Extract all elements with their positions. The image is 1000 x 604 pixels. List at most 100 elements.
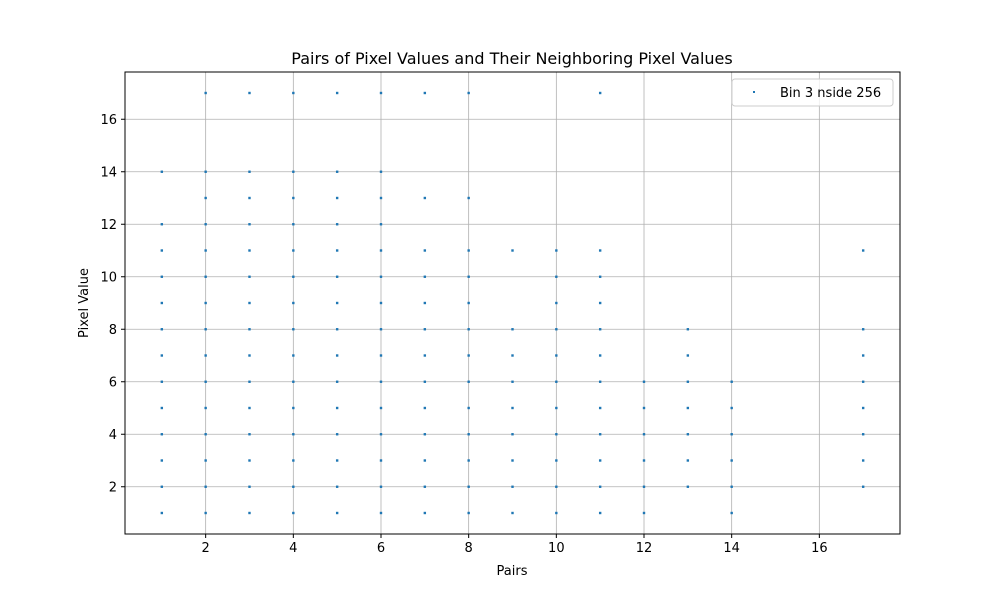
- data-point: [642, 433, 646, 436]
- data-point: [248, 223, 251, 226]
- data-point: [423, 459, 427, 462]
- data-point: [292, 459, 295, 462]
- data-point: [511, 511, 514, 515]
- data-point: [598, 275, 602, 278]
- data-point: [335, 91, 339, 95]
- data-point: [292, 275, 295, 278]
- data-point: [248, 249, 251, 252]
- data-point: [423, 433, 427, 436]
- x-axis-ticks: 2 4 6 8 10 12 14 16: [202, 534, 828, 556]
- data-point: [555, 406, 558, 410]
- legend-box: [731, 78, 894, 107]
- data-point: [292, 328, 295, 331]
- data-point: [379, 485, 383, 488]
- data-point: [335, 433, 339, 436]
- data-point: [686, 433, 690, 436]
- data-point: [204, 354, 207, 357]
- data-point: [248, 511, 251, 515]
- data-point: [730, 485, 733, 488]
- data-point: [686, 380, 690, 383]
- data-point: [204, 380, 207, 383]
- data-point: [204, 91, 207, 95]
- y-tick-label: 10: [100, 270, 117, 285]
- data-point: [204, 170, 207, 173]
- data-point: [598, 406, 602, 410]
- data-point: [204, 196, 207, 200]
- data-point: [467, 301, 470, 305]
- data-point: [379, 275, 383, 278]
- data-point: [292, 406, 295, 410]
- data-point: [423, 354, 427, 357]
- data-point: [204, 406, 207, 410]
- data-point: [861, 249, 865, 252]
- data-point: [467, 91, 470, 95]
- y-tick-label: 6: [109, 375, 117, 390]
- data-point: [555, 511, 558, 515]
- data-point: [467, 511, 470, 515]
- data-point: [204, 223, 207, 226]
- data-point: [335, 275, 339, 278]
- data-point: [160, 275, 164, 278]
- data-point: [598, 380, 602, 383]
- data-point: [160, 223, 164, 226]
- data-point: [467, 380, 470, 383]
- x-tick-label: 12: [636, 541, 653, 556]
- data-point: [686, 406, 690, 410]
- data-point: [423, 275, 427, 278]
- data-point: [248, 301, 251, 305]
- data-point: [511, 354, 514, 357]
- data-point: [248, 433, 251, 436]
- y-tick-label: 12: [100, 218, 117, 233]
- data-point: [335, 380, 339, 383]
- data-point: [248, 485, 251, 488]
- data-point: [423, 485, 427, 488]
- data-point: [248, 91, 251, 95]
- data-point: [730, 380, 733, 383]
- x-tick-label: 6: [377, 541, 385, 556]
- data-point: [248, 354, 251, 357]
- data-point: [467, 459, 470, 462]
- data-point: [467, 354, 470, 357]
- data-point: [335, 301, 339, 305]
- y-tick-label: 14: [100, 165, 117, 180]
- data-point: [379, 91, 383, 95]
- data-point: [598, 433, 602, 436]
- data-point: [204, 459, 207, 462]
- data-point: [730, 511, 733, 515]
- data-point: [335, 170, 339, 173]
- data-point: [248, 380, 251, 383]
- data-point: [861, 485, 865, 488]
- data-point: [160, 433, 164, 436]
- data-point: [204, 485, 207, 488]
- data-point: [686, 328, 690, 331]
- x-tick-label: 14: [723, 541, 740, 556]
- data-point: [598, 485, 602, 488]
- data-point: [248, 170, 251, 173]
- data-point: [204, 249, 207, 252]
- data-point: [204, 275, 207, 278]
- data-point: [598, 91, 602, 95]
- data-point: [555, 354, 558, 357]
- data-point: [379, 433, 383, 436]
- data-point: [160, 459, 164, 462]
- data-point: [248, 459, 251, 462]
- data-point: [204, 433, 207, 436]
- data-point: [248, 328, 251, 331]
- data-point: [423, 380, 427, 383]
- data-point: [335, 406, 339, 410]
- data-point: [598, 249, 602, 252]
- data-point: [861, 406, 865, 410]
- data-point: [204, 328, 207, 331]
- data-point: [555, 459, 558, 462]
- data-point: [379, 196, 383, 200]
- data-point: [511, 433, 514, 436]
- data-point: [160, 354, 164, 357]
- data-point: [730, 459, 733, 462]
- x-tick-label: 8: [465, 541, 473, 556]
- data-point: [467, 433, 470, 436]
- data-point: [642, 485, 646, 488]
- data-point: [598, 301, 602, 305]
- x-tick-label: 4: [289, 541, 297, 556]
- data-point: [248, 406, 251, 410]
- data-point: [292, 249, 295, 252]
